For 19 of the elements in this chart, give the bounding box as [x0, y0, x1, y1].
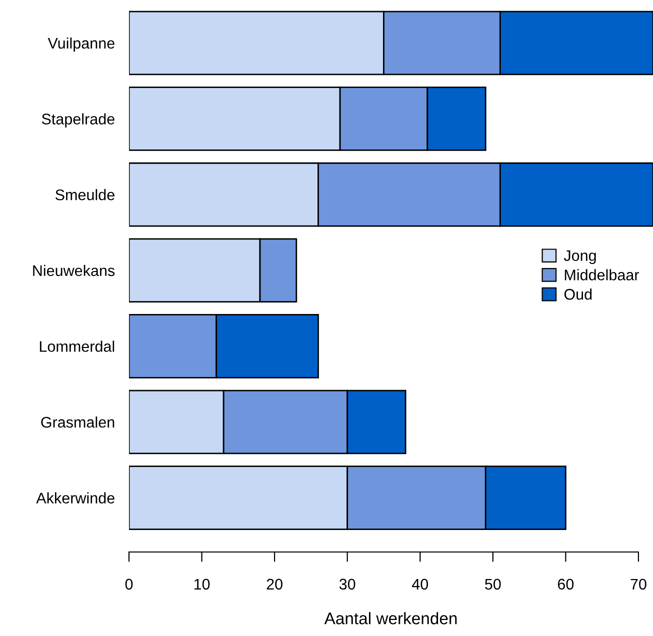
x-tick-label: 70 [630, 578, 646, 590]
y-tick-label: Grasmalen [41, 416, 114, 428]
x-tick-label: 20 [266, 578, 282, 590]
x-tick-label: 30 [339, 578, 356, 590]
y-tick-label: Smeulde [56, 189, 114, 200]
legend-label: Middelbaar [564, 269, 639, 280]
legend-label: Oud [564, 288, 592, 300]
x-tick-label: 10 [194, 578, 210, 590]
x-tick-label: 40 [412, 578, 428, 590]
x-tick-label: 60 [558, 578, 574, 590]
y-tick-label: Lommerdal [40, 340, 114, 352]
y-tick-label: Akkerwinde [36, 492, 114, 504]
x-tick-label: 50 [485, 578, 501, 590]
y-tick-label: Vuilpanne [48, 37, 114, 52]
legend-label: Jong [564, 250, 596, 264]
y-tick-label: Stapelrade [42, 113, 114, 128]
y-tick-label: Nieuwekans [33, 264, 115, 276]
x-tick-label: 0 [125, 578, 133, 590]
x-axis-title: Aantal werkenden [324, 612, 457, 624]
